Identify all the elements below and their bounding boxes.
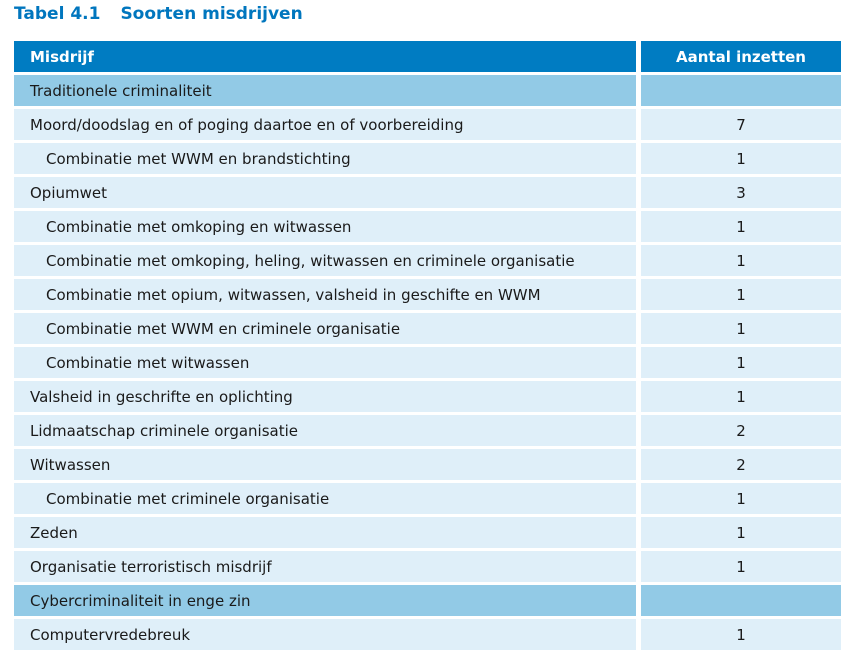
row-label: Lidmaatschap criminele organisatie <box>14 415 636 446</box>
row-value: 2 <box>641 415 841 446</box>
table-title: Tabel 4.1 Soorten misdrijven <box>14 4 303 24</box>
table-row: Combinatie met criminele organisatie 1 <box>14 483 841 514</box>
row-label: Zeden <box>14 517 636 548</box>
row-value: 1 <box>641 551 841 582</box>
row-value: 1 <box>641 347 841 378</box>
table-title-text: Soorten misdrijven <box>120 4 303 24</box>
row-value <box>641 585 841 616</box>
table-row: Computervredebreuk 1 <box>14 619 841 650</box>
row-label: Computervredebreuk <box>14 619 636 650</box>
table-row: Witwassen 2 <box>14 449 841 480</box>
row-value: 1 <box>641 517 841 548</box>
table-row: Organisatie terroristisch misdrijf 1 <box>14 551 841 582</box>
column-header-aantal-inzetten: Aantal inzetten <box>641 41 841 72</box>
row-label: Combinatie met witwassen <box>14 347 636 378</box>
row-label: Witwassen <box>14 449 636 480</box>
row-value: 2 <box>641 449 841 480</box>
row-label: Cybercriminaliteit in enge zin <box>14 585 636 616</box>
row-label: Valsheid in geschrifte en oplichting <box>14 381 636 412</box>
row-value: 1 <box>641 483 841 514</box>
row-value: 1 <box>641 245 841 276</box>
row-label: Combinatie met criminele organisatie <box>14 483 636 514</box>
row-label: Combinatie met WWM en criminele organisa… <box>14 313 636 344</box>
row-label: Combinatie met WWM en brandstichting <box>14 143 636 174</box>
table-row: Zeden 1 <box>14 517 841 548</box>
table-row: Combinatie met omkoping en witwassen 1 <box>14 211 841 242</box>
table-row: Combinatie met WWM en brandstichting 1 <box>14 143 841 174</box>
row-label: Opiumwet <box>14 177 636 208</box>
row-value: 1 <box>641 313 841 344</box>
row-label: Combinatie met opium, witwassen, valshei… <box>14 279 636 310</box>
table-row: Valsheid in geschrifte en oplichting 1 <box>14 381 841 412</box>
row-value: 1 <box>641 619 841 650</box>
row-label: Combinatie met omkoping, heling, witwass… <box>14 245 636 276</box>
table-header-row: Misdrijf Aantal inzetten <box>14 41 841 72</box>
table-row: Combinatie met witwassen 1 <box>14 347 841 378</box>
crime-types-table: Misdrijf Aantal inzetten Traditionele cr… <box>14 41 841 653</box>
table-row: Opiumwet 3 <box>14 177 841 208</box>
row-value: 1 <box>641 381 841 412</box>
table-row: Combinatie met WWM en criminele organisa… <box>14 313 841 344</box>
table-title-number: Tabel 4.1 <box>14 4 101 24</box>
table-row: Combinatie met omkoping, heling, witwass… <box>14 245 841 276</box>
table-row: Moord/doodslag en of poging daartoe en o… <box>14 109 841 140</box>
column-header-misdrijf: Misdrijf <box>14 41 636 72</box>
row-value: 1 <box>641 279 841 310</box>
section-row: Traditionele criminaliteit <box>14 75 841 106</box>
row-label: Combinatie met omkoping en witwassen <box>14 211 636 242</box>
row-value: 1 <box>641 143 841 174</box>
row-value: 3 <box>641 177 841 208</box>
row-label: Moord/doodslag en of poging daartoe en o… <box>14 109 636 140</box>
row-label: Organisatie terroristisch misdrijf <box>14 551 636 582</box>
table-row: Combinatie met opium, witwassen, valshei… <box>14 279 841 310</box>
row-value: 1 <box>641 211 841 242</box>
row-label: Traditionele criminaliteit <box>14 75 636 106</box>
row-value <box>641 75 841 106</box>
row-value: 7 <box>641 109 841 140</box>
table-row: Lidmaatschap criminele organisatie 2 <box>14 415 841 446</box>
section-row: Cybercriminaliteit in enge zin <box>14 585 841 616</box>
